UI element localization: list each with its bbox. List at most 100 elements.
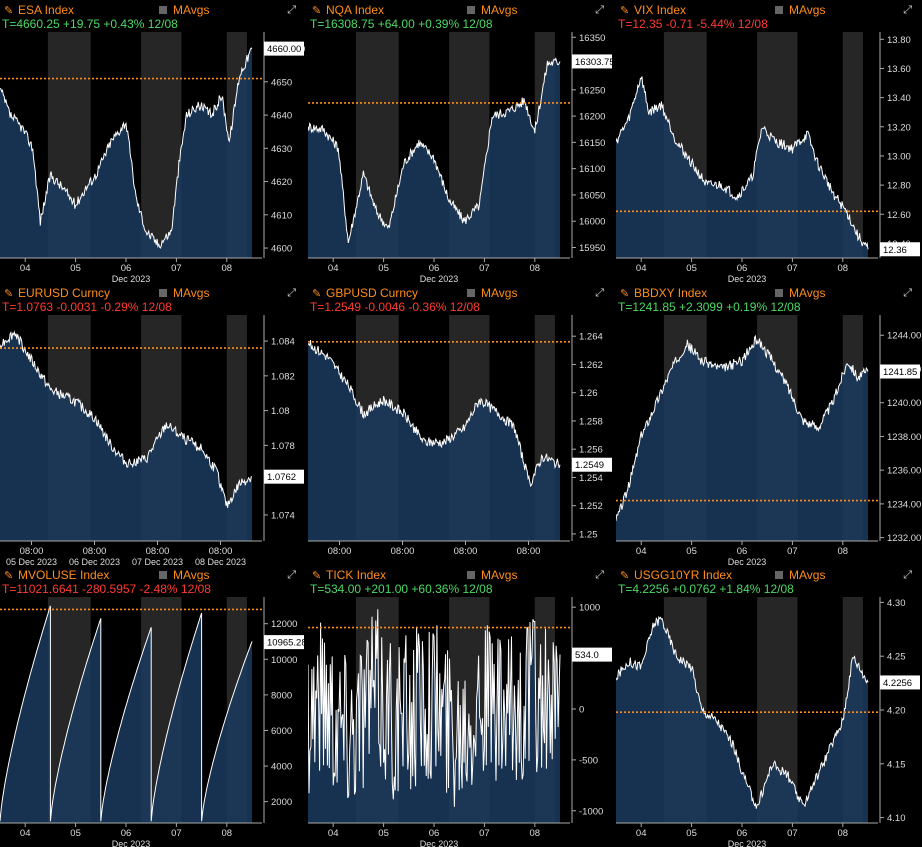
y-tick-label: 4600 bbox=[271, 244, 292, 255]
x-tick-label: 04 bbox=[636, 546, 647, 557]
last-value-label: 4660.00 bbox=[267, 44, 301, 55]
y-tick-label: 13.40 bbox=[887, 93, 911, 104]
mavgs-toggle[interactable]: MAvgs bbox=[159, 567, 209, 583]
y-tick-label: 12.80 bbox=[887, 181, 911, 192]
mavgs-label: MAvgs bbox=[481, 286, 518, 300]
series-line bbox=[308, 57, 561, 244]
mavgs-label: MAvgs bbox=[789, 3, 826, 17]
x-tick-label: 06 bbox=[121, 828, 132, 839]
mavgs-checkbox[interactable] bbox=[775, 5, 783, 14]
last-value-label: 1.0762 bbox=[267, 472, 296, 483]
price-chart: 2000 4000 6000 8000 10000 12000 10965.28 04 05 06… bbox=[0, 597, 306, 847]
series-line bbox=[0, 605, 253, 822]
y-tick-label: 2000 bbox=[271, 797, 292, 808]
chart-panel[interactable]: ✎ BBDXY Index MAvgs ⤢ T=1241.85 +2.3099 +… bbox=[616, 283, 922, 565]
mavgs-label: MAvgs bbox=[173, 568, 210, 582]
x-sub-label: 08 Dec 2023 bbox=[195, 557, 246, 565]
pencil-icon[interactable]: ✎ bbox=[312, 5, 322, 17]
y-tick-label: 1.26 bbox=[579, 388, 598, 399]
pencil-icon[interactable]: ✎ bbox=[312, 288, 322, 300]
y-tick-label: 0 bbox=[579, 704, 584, 715]
chart-panel[interactable]: ✎ MVOLUSE Index MAvgs ⤢ T=11021.6641 -280… bbox=[0, 565, 306, 847]
last-value-label: 1241.85 bbox=[883, 367, 917, 378]
mavgs-checkbox[interactable] bbox=[467, 288, 475, 297]
pencil-icon[interactable]: ✎ bbox=[4, 5, 14, 17]
mavgs-toggle[interactable]: MAvgs bbox=[159, 2, 209, 18]
y-tick-label: 1236.00 bbox=[887, 466, 921, 477]
price-chart: 4600461046204630464046504660.004660.0004… bbox=[0, 32, 305, 282]
x-tick-label: 08:00 bbox=[83, 546, 107, 557]
mavgs-checkbox[interactable] bbox=[159, 570, 167, 579]
mavgs-toggle[interactable]: MAvgs bbox=[775, 285, 825, 301]
price-chart: 1232.001234.001236.001238.001240.001242.… bbox=[616, 315, 921, 565]
x-tick-label: 08 bbox=[222, 828, 233, 839]
mavgs-checkbox[interactable] bbox=[775, 570, 783, 579]
last-value-box bbox=[572, 54, 612, 69]
x-tick-label: 05 bbox=[70, 263, 81, 274]
expand-icon[interactable]: ⤢ bbox=[595, 569, 604, 581]
chart-panel[interactable]: ✎ GBPUSD Curncy MAvgs ⤢ T=1.2549 -0.0046 … bbox=[308, 283, 614, 565]
pencil-icon[interactable]: ✎ bbox=[620, 5, 630, 17]
x-tick-label: 08:00 bbox=[517, 546, 541, 557]
quote-line: T=534.00 +201.00 +60.36% 12/08 bbox=[310, 582, 493, 596]
chart-panel[interactable]: ✎ USGG10YR Index MAvgs ⤢ T=4.2256 +0.0762… bbox=[616, 565, 922, 847]
expand-icon[interactable]: ⤢ bbox=[903, 287, 912, 299]
mavgs-checkbox[interactable] bbox=[159, 5, 167, 14]
y-tick-label: 4000 bbox=[271, 762, 292, 773]
y-tick-label: 12.60 bbox=[887, 210, 911, 221]
y-tick-label: 8000 bbox=[271, 690, 292, 701]
mavgs-toggle[interactable]: MAvgs bbox=[775, 567, 825, 583]
y-tick-label: 10000 bbox=[271, 655, 297, 666]
y-tick-label: 16200 bbox=[579, 112, 605, 123]
expand-icon[interactable]: ⤢ bbox=[287, 569, 296, 581]
y-tick-label: 13.80 bbox=[887, 35, 911, 46]
mavgs-checkbox[interactable] bbox=[775, 288, 783, 297]
security-name: USGG10YR Index bbox=[634, 568, 733, 582]
chart-panel[interactable]: ✎ VIX Index MAvgs ⤢ T=12.35 -0.71 -5.44% … bbox=[616, 0, 922, 282]
price-chart: 1.0741.0761.0781.081.0821.0841.076208:00… bbox=[0, 315, 304, 565]
mavgs-toggle[interactable]: MAvgs bbox=[467, 285, 517, 301]
series-area bbox=[616, 617, 868, 823]
x-tick-label: 05 bbox=[378, 263, 389, 274]
y-tick-label: -500 bbox=[579, 755, 598, 766]
mavgs-checkbox[interactable] bbox=[159, 288, 167, 297]
expand-icon[interactable]: ⤢ bbox=[287, 287, 296, 299]
expand-icon[interactable]: ⤢ bbox=[903, 569, 912, 581]
chart-panel[interactable]: ✎ TICK Index MAvgs ⤢ T=534.00 +201.00 +60… bbox=[308, 565, 614, 847]
expand-icon[interactable]: ⤢ bbox=[903, 4, 912, 16]
x-tick-label: 08:00 bbox=[20, 546, 44, 557]
x-tick-label: 08:00 bbox=[454, 546, 478, 557]
pencil-icon[interactable]: ✎ bbox=[4, 570, 14, 582]
mavgs-toggle[interactable]: MAvgs bbox=[159, 285, 209, 301]
y-tick-label: 16250 bbox=[579, 85, 605, 96]
pencil-icon[interactable]: ✎ bbox=[620, 288, 630, 300]
mavgs-toggle[interactable]: MAvgs bbox=[775, 2, 825, 18]
x-tick-label: 07 bbox=[171, 263, 182, 274]
y-tick-label: 16150 bbox=[579, 138, 605, 149]
mavgs-toggle[interactable]: MAvgs bbox=[467, 2, 517, 18]
pencil-icon[interactable]: ✎ bbox=[620, 570, 630, 582]
pencil-icon[interactable]: ✎ bbox=[312, 570, 322, 582]
quote-line: T=1.0763 -0.0031 -0.29% 12/08 bbox=[2, 300, 172, 314]
mavgs-checkbox[interactable] bbox=[467, 570, 475, 579]
x-tick-label: 08:00 bbox=[146, 546, 170, 557]
quote-line: T=1.2549 -0.0046 -0.36% 12/08 bbox=[310, 300, 480, 314]
y-tick-label: 4.20 bbox=[887, 706, 906, 717]
x-tick-label: 08 bbox=[530, 263, 541, 274]
pencil-icon[interactable]: ✎ bbox=[4, 288, 14, 300]
expand-icon[interactable]: ⤢ bbox=[595, 4, 604, 16]
mavgs-label: MAvgs bbox=[481, 568, 518, 582]
chart-panel[interactable]: ✎ ESA Index MAvgs ⤢ T=4660.25 +19.75 +0.4… bbox=[0, 0, 306, 282]
mavgs-toggle[interactable]: MAvgs bbox=[467, 567, 517, 583]
series-line bbox=[308, 340, 561, 488]
last-value-label: 1.2549 bbox=[575, 460, 604, 471]
y-tick-label: 16000 bbox=[579, 217, 605, 228]
last-value-box bbox=[264, 635, 304, 650]
y-tick-label: -1000 bbox=[579, 806, 603, 817]
mavgs-checkbox[interactable] bbox=[467, 5, 475, 14]
expand-icon[interactable]: ⤢ bbox=[287, 4, 296, 16]
expand-icon[interactable]: ⤢ bbox=[595, 287, 604, 299]
chart-panel[interactable]: ✎ EURUSD Curncy MAvgs ⤢ T=1.0763 -0.0031 … bbox=[0, 283, 306, 565]
chart-panel[interactable]: ✎ NQA Index MAvgs ⤢ T=16308.75 +64.00 +0.… bbox=[308, 0, 614, 282]
